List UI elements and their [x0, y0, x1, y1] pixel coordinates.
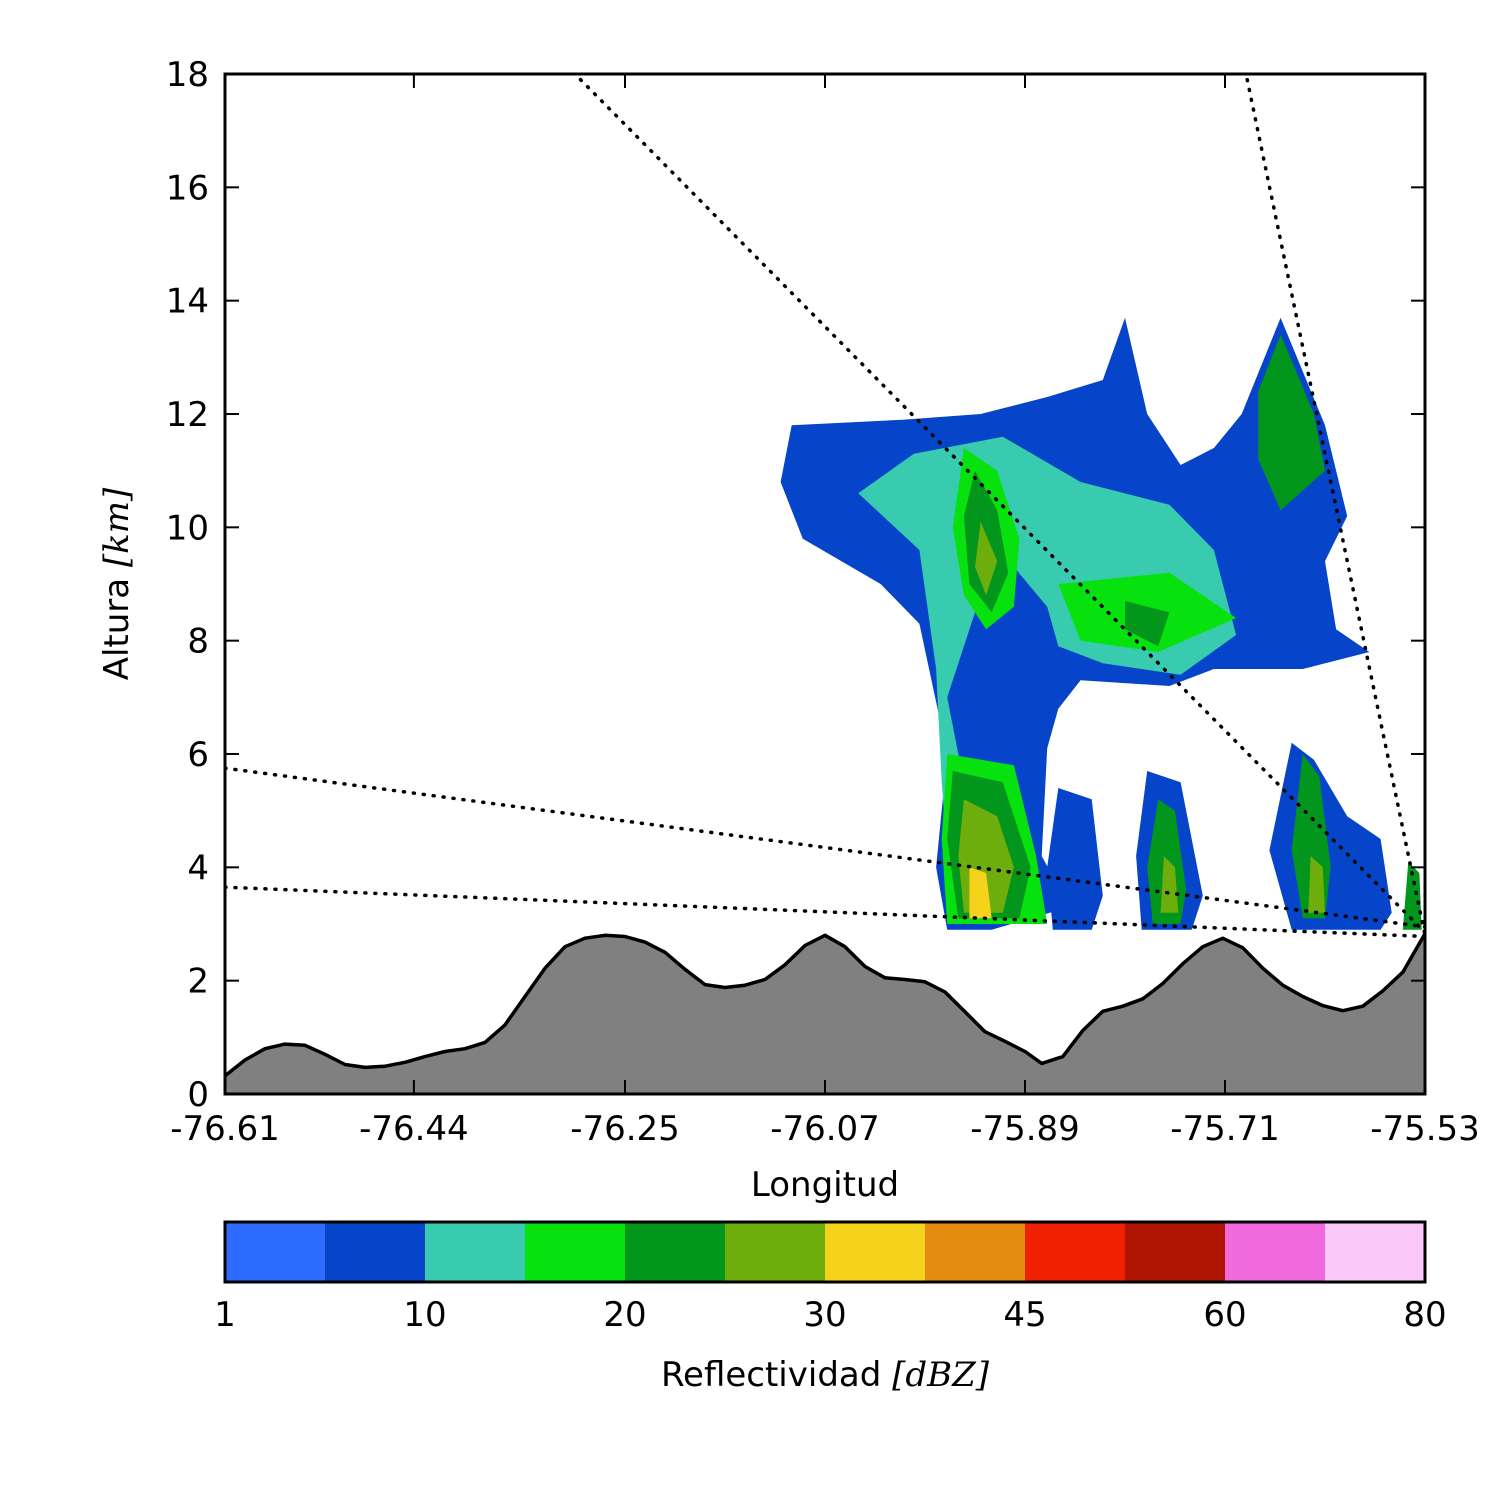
colorbar-segment	[425, 1222, 526, 1282]
colorbar-segment	[725, 1222, 826, 1282]
y-tick-label: 16	[166, 168, 209, 208]
beam-line-1	[1245, 77, 1425, 938]
y-tick-label: 10	[166, 508, 209, 548]
reflectivity-region-cell-c-dbz-27	[1308, 856, 1325, 913]
beam-line-3	[225, 885, 1425, 939]
x-tick-label: -76.07	[770, 1109, 880, 1149]
reflectivity-region-cell-d-dbz-20	[1402, 861, 1422, 930]
reflectivity-region-cell-b-dbz-27	[1160, 856, 1179, 913]
y-tick-label: 8	[187, 622, 209, 662]
reflectivity-region-mid-band-dbz-20	[1125, 601, 1170, 647]
colorbar-tick-label: 60	[1203, 1295, 1246, 1335]
y-axis-title: Altura [km]	[97, 487, 137, 680]
colorbar-segment	[1225, 1222, 1326, 1282]
y-tick-label: 6	[187, 735, 209, 775]
terrain-outline	[225, 932, 1425, 1078]
beam-line-0	[578, 77, 1425, 935]
colorbar-tick-label: 20	[603, 1295, 646, 1335]
reflectivity-field	[780, 317, 1422, 930]
colorbar-segment	[825, 1222, 926, 1282]
y-tick-label: 12	[166, 395, 209, 435]
x-tick-label: -75.89	[970, 1109, 1080, 1149]
x-tick-label: -75.71	[1170, 1109, 1280, 1149]
terrain	[225, 932, 1425, 1094]
y-tick-label: 14	[166, 282, 209, 322]
colorbar-title-text: Reflectividad	[661, 1355, 881, 1395]
colorbar-segment	[525, 1222, 626, 1282]
colorbar-tick-label: 10	[403, 1295, 446, 1335]
colorbar-frame	[223, 1220, 1427, 1284]
colorbar-segment	[1125, 1222, 1226, 1282]
colorbar-segment	[1325, 1222, 1426, 1282]
colorbar-tick-label: 80	[1403, 1295, 1446, 1335]
x-axis-title: Longitud	[751, 1165, 899, 1205]
colorbar-tick-label: 1	[214, 1295, 236, 1335]
x-tick-label: -76.61	[170, 1109, 280, 1149]
reflectivity-region-lower-core-dbz-32	[969, 867, 992, 919]
x-tick-label: -76.25	[570, 1109, 680, 1149]
colorbar-title-unit: [dBZ]	[892, 1355, 990, 1395]
colorbar-segment	[325, 1222, 426, 1282]
reflectivity-region-core-upper-dbz-27	[975, 521, 998, 596]
colorbar-segment	[625, 1222, 726, 1282]
colorbar-tick-label: 30	[803, 1295, 846, 1335]
colorbar-segment	[1025, 1222, 1126, 1282]
reflectivity-region-right-top-dbz-20	[1258, 334, 1325, 511]
y-tick-label: 18	[166, 55, 209, 95]
axis-tick-labels: -76.61 -76.44 -76.25 -76.07 -75.89 -75.71 -75.…	[166, 55, 1480, 1149]
terrain-fill	[225, 933, 1425, 1094]
colorbar-title: Reflectividad [dBZ]	[661, 1355, 990, 1395]
y-tick-label: 0	[187, 1075, 209, 1115]
x-tick-label: -76.44	[359, 1109, 469, 1149]
colorbar: 1 10 20 30 45 60 80	[214, 1222, 1447, 1335]
y-axis-title-unit: [km]	[97, 487, 137, 567]
beam-line-2	[225, 766, 1425, 929]
x-tick-label: -75.53	[1370, 1109, 1480, 1149]
reflectivity-region-cell-a-dbz-5	[1047, 788, 1103, 930]
axis-ticks	[224, 73, 1426, 1095]
colorbar-tick-label: 45	[1003, 1295, 1046, 1335]
colorbar-segment	[925, 1222, 1026, 1282]
y-tick-label: 4	[187, 848, 209, 888]
y-tick-label: 2	[187, 962, 209, 1002]
y-axis-title-text: Altura	[97, 578, 137, 680]
colorbar-segment	[225, 1222, 326, 1282]
beam-lines	[225, 77, 1425, 939]
